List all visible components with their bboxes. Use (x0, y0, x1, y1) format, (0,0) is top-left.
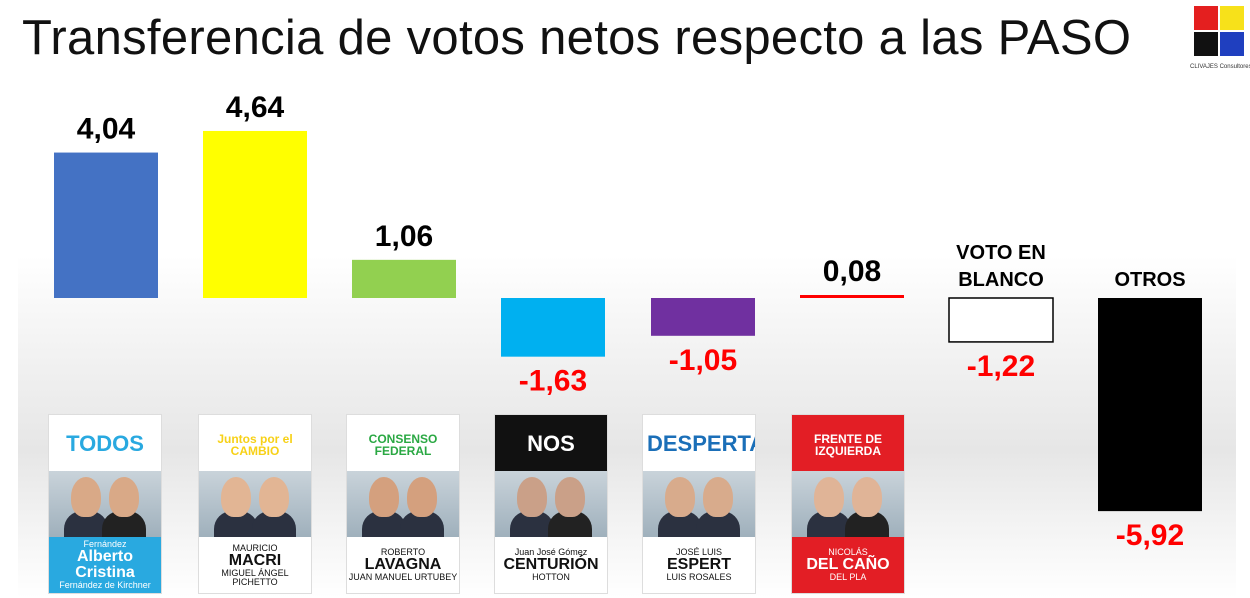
ballot-name-line: Fernández (83, 539, 127, 549)
ballot-name-line: DEL CAÑO (806, 556, 890, 573)
candidate-face (517, 477, 547, 517)
ballot-image-4: NOS Juan José Gómez CENTURIÓN HOTTON (494, 414, 608, 594)
candidate-face (109, 477, 139, 517)
bar-2 (203, 130, 307, 298)
ballot-name-line: LUIS ROSALES (666, 572, 732, 582)
value-label-8: -5,92 (1116, 519, 1184, 552)
candidate-face (369, 477, 399, 517)
ballot-name-line: NICOLÁS (828, 547, 868, 557)
bar-3 (352, 259, 456, 298)
candidate-face (71, 477, 101, 517)
ballot-name-line: MIGUEL ÁNGEL PICHETTO (221, 567, 289, 587)
ballot-image-3: CONSENSO FEDERAL ROBERTO LAVAGNA JUAN MANUE… (346, 414, 460, 594)
ballot-candidate-names: JOSÉ LUIS ESPERT LUIS ROSALES (643, 537, 755, 593)
ballot-candidate-names: Fernández Alberto Cristina Fernández de Ki… (49, 537, 161, 593)
ballot-header (643, 415, 755, 471)
value-label-4: -1,63 (519, 365, 587, 398)
ballot-name-line: ROBERTO (380, 547, 426, 557)
bar-7 (948, 297, 1054, 343)
ballot-name-line: MACRI (228, 551, 282, 569)
chart-title: Transferencia de votos netos respecto a … (22, 11, 1132, 65)
candidate-face (852, 477, 882, 517)
ballot-party-logo: TODOS (66, 431, 144, 456)
ballot-header (49, 415, 161, 471)
candidate-face (259, 477, 289, 517)
ballot-party-logo: NOS (527, 431, 575, 456)
ballot-candidate-names: MAURICIO MACRI MIGUEL ÁNGEL PICHETTO (199, 537, 311, 593)
ballot-name-line: Alberto Cristina (75, 548, 135, 581)
clivajes-logo: CLIVAJES Consultores (1190, 6, 1250, 70)
ballot-name-line: Fernández de Kirchner (59, 580, 151, 590)
bar-8 (1098, 298, 1202, 512)
ballot-name-line: Juan José Gómez (514, 547, 588, 557)
ballot-party-logo: Juntos por el CAMBIO (217, 432, 293, 458)
logo-text: CLIVAJES Consultores (1190, 64, 1250, 70)
candidate-face (221, 477, 251, 517)
ballot-candidate-names: ROBERTO LAVAGNA JUAN MANUEL URTUBEY (347, 537, 459, 593)
ballot-name-line: CENTURIÓN (503, 556, 599, 573)
candidate-face (814, 477, 844, 517)
ballot-name-line: HOTTON (532, 572, 570, 582)
value-label-3: 1,06 (375, 220, 433, 253)
ballot-name-line: LAVAGNA (364, 556, 442, 573)
bar-4 (501, 298, 605, 357)
value-label-7: -1,22 (967, 350, 1035, 383)
ballot-image-2: Juntos por el CAMBIO MAURICIO MACRI MIGUEL … (198, 414, 312, 594)
ballot-image-1: TODOS Fernández Alberto Cristina Fernández … (48, 414, 162, 594)
ballot-candidate-names: NICOLÁS DEL CAÑO DEL PLA (792, 537, 904, 593)
ballot-name-line: ESPERT (666, 556, 731, 573)
bar-1 (54, 152, 158, 298)
logo-square-yellow (1220, 6, 1244, 30)
bar-6 (800, 295, 904, 298)
ballot-party-logo: FRENTE DE IZQUIERDA (813, 432, 882, 458)
logo-square-black (1194, 32, 1218, 56)
ballot-image-6: FRENTE DE IZQUIERDA NICOLÁS DEL CAÑO DEL PL… (791, 414, 905, 594)
category-label-8-line-1: OTROS (1114, 269, 1185, 291)
ballot-name-line: JUAN MANUEL URTUBEY (348, 572, 458, 582)
ballot-header (792, 415, 904, 471)
logo-square-blue (1220, 32, 1244, 56)
category-label-7-line-2: BLANCO (958, 269, 1044, 291)
candidate-face (407, 477, 437, 517)
ballot-name-line: MAURICIO (232, 542, 278, 553)
ballot-party-logo: DESPERTAR (647, 431, 755, 456)
ballot-name-line: DEL PLA (829, 572, 867, 582)
candidate-face (703, 477, 733, 517)
value-label-5: -1,05 (669, 344, 737, 377)
logo-square-red (1194, 6, 1218, 30)
candidate-face (555, 477, 585, 517)
value-label-1: 4,04 (77, 113, 136, 146)
value-label-2: 4,64 (226, 91, 285, 124)
ballot-candidate-names: Juan José Gómez CENTURIÓN HOTTON (495, 537, 607, 593)
ballot-header (495, 415, 607, 471)
candidate-face (665, 477, 695, 517)
value-label-6: 0,08 (823, 255, 881, 288)
ballot-party-logo: CONSENSO FEDERAL (368, 432, 438, 458)
ballot-name-line: JOSÉ LUIS (675, 547, 722, 557)
category-label-7-line-1: VOTO EN (956, 242, 1046, 264)
ballot-header (347, 415, 459, 471)
ballot-header (199, 415, 311, 471)
bar-5 (651, 298, 755, 336)
